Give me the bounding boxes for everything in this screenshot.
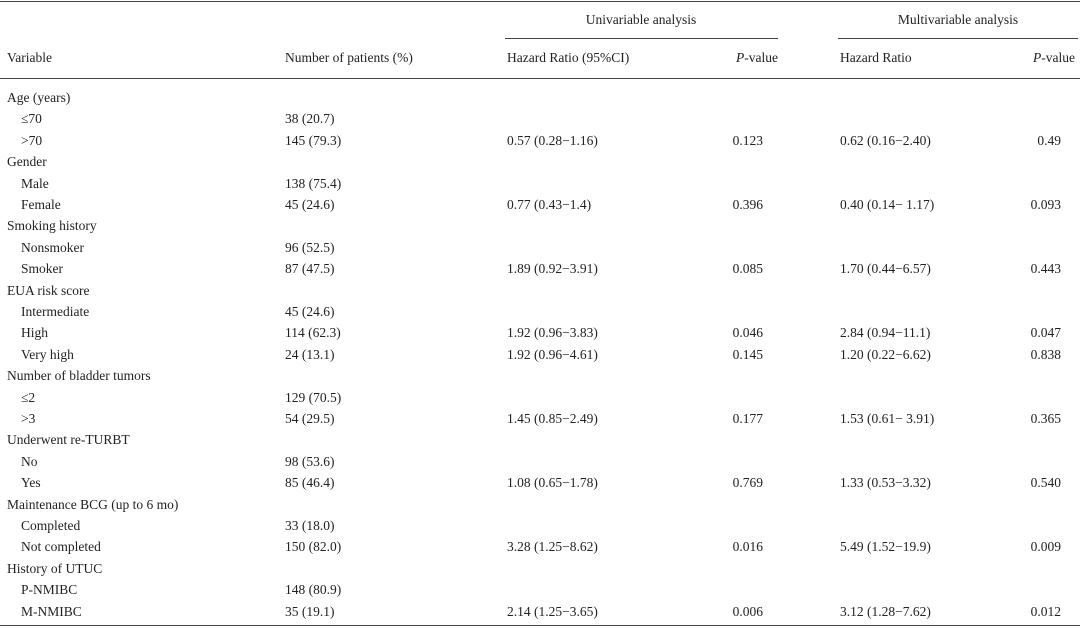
group-label: Maintenance BCG (up to 6 mo) [7,496,179,512]
cell: 2.14 (1.25−3.65) [507,603,598,619]
cell: 0.016 [732,539,763,555]
cell: 148 (80.9) [285,582,342,598]
cell: 2.84 (0.94−11.1) [840,325,931,341]
cell: 0.49 [1037,132,1061,148]
cell: 3.12 (1.28−7.62) [840,603,931,619]
cell: 0.085 [732,261,763,277]
cell: 1.20 (0.22−6.62) [840,346,931,362]
level-label: M-NMIBC [21,603,82,619]
column-header: Hazard Ratio [840,50,912,65]
cell: 38 (20.7) [285,111,335,127]
header-rule [0,78,1080,79]
top-rule [0,1,1080,2]
cell: 0.145 [732,346,763,362]
cell: 0.769 [732,475,763,491]
cell: 5.49 (1.52−19.9) [840,539,931,555]
cell: 24 (13.1) [285,346,335,362]
level-label: Female [21,197,61,212]
cell: 0.093 [1030,197,1061,212]
group-rule [838,38,1078,39]
cell: 0.40 (0.14− 1.17) [840,197,935,212]
cell: 0.009 [1030,539,1061,555]
cell: 1.70 (0.44−6.57) [840,261,931,277]
group-label: Smoking history [7,218,97,234]
group-rule [505,38,778,39]
group-header: Multivariable analysis [897,12,1019,27]
cell: 1.08 (0.65−1.78) [507,475,598,491]
level-label: Completed [21,518,81,533]
cell: 0.57 (0.28−1.16) [507,132,598,148]
level-label: No [21,453,38,469]
cell: 96 (52.5) [285,239,335,255]
cell: 45 (24.6) [285,197,335,212]
level-label: Male [21,175,49,191]
cell: 0.443 [1030,261,1061,277]
level-label: ≤70 [21,111,42,127]
level-label: ≤2 [21,389,36,405]
group-label: Number of bladder tumors [7,368,151,384]
group-label: Underwent re-TURBT [7,432,130,448]
level-label: Yes [21,475,41,491]
cell: 0.012 [1030,603,1061,619]
group-label: Gender [7,154,47,170]
group-label: History of UTUC [7,560,103,576]
cell: 0.123 [732,132,763,148]
cell: 1.92 (0.96−4.61) [507,346,598,362]
level-label: Very high [21,346,74,362]
cell: 0.047 [1030,325,1061,341]
cell: 87 (47.5) [285,261,335,277]
group-header: Univariable analysis [585,12,697,27]
cell: 145 (79.3) [285,132,342,148]
level-label: High [21,325,48,341]
cell: 0.177 [732,411,763,426]
cell: 98 (53.6) [285,453,335,469]
cell: 35 (19.1) [285,603,335,619]
cell: 33 (18.0) [285,518,335,533]
group-label: EUA risk score [7,282,90,298]
level-label: >3 [21,411,36,426]
level-label: >70 [21,132,43,148]
column-header: Number of patients (%) [285,50,413,65]
cell: 0.365 [1030,411,1061,426]
cell: 0.838 [1030,346,1061,362]
cell: 1.33 (0.53−3.32) [840,475,931,491]
column-header: P-value [1033,50,1075,65]
level-label: Intermediate [21,304,90,319]
cell: 1.45 (0.85−2.49) [507,411,598,426]
cell: 54 (29.5) [285,411,335,426]
cell: 138 (75.4) [285,175,342,191]
cell: 0.046 [732,325,763,341]
column-header: Variable [7,50,52,65]
column-header: Hazard Ratio (95%CI) [507,50,630,65]
level-label: Smoker [21,261,63,277]
group-label: Age (years) [7,90,71,105]
cell: 45 (24.6) [285,304,335,319]
cell: 0.540 [1030,475,1061,491]
cell: 85 (46.4) [285,475,335,491]
cell: 0.006 [732,603,763,619]
level-label: Nonsmoker [21,239,84,255]
cell: 129 (70.5) [285,389,342,405]
column-header: P-value [736,50,778,65]
cell: 1.92 (0.96−3.83) [507,325,598,341]
cell: 1.53 (0.61− 3.91) [840,411,935,426]
cell: 114 (62.3) [285,325,341,341]
cell: 0.396 [732,197,763,212]
cell: 3.28 (1.25−8.62) [507,539,598,555]
level-label: Not completed [21,539,101,555]
cell: 150 (82.0) [285,539,342,555]
bottom-rule [0,625,1080,626]
cell: 1.89 (0.92−3.91) [507,261,598,277]
cell: 0.62 (0.16−2.40) [840,132,931,148]
cell: 0.77 (0.43−1.4) [507,197,592,212]
level-label: P-NMIBC [21,582,78,598]
